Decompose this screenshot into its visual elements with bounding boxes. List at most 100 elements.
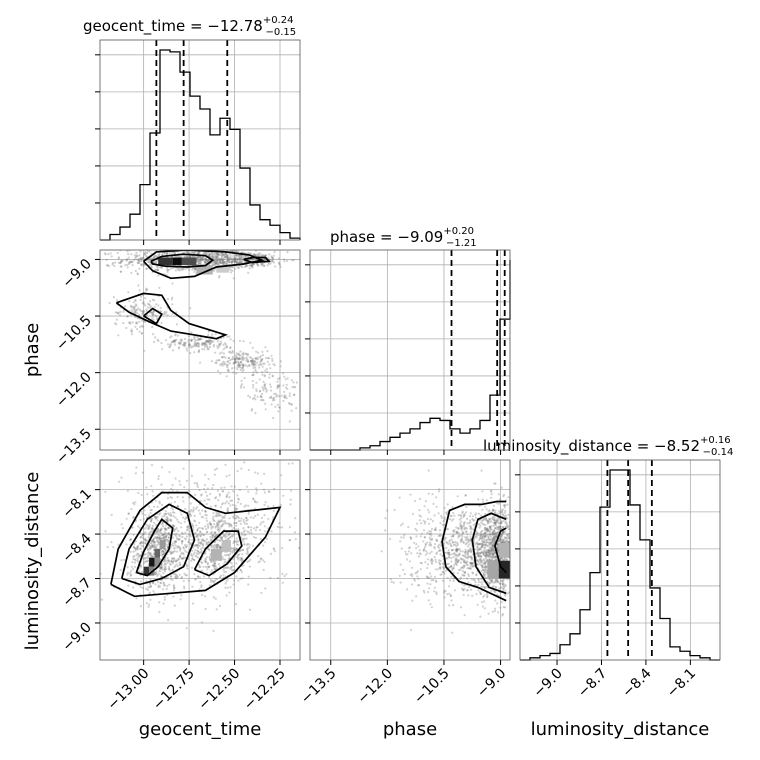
scatter-point [247, 364, 251, 367]
scatter-point [246, 359, 250, 362]
scatter-point [198, 251, 201, 254]
density-cell [154, 557, 160, 567]
x-tick-label-geocent-time: −12.75 [150, 666, 198, 714]
scatter-point [235, 549, 238, 552]
scatter-point [164, 548, 167, 552]
scatter-point [183, 587, 186, 590]
scatter-point [166, 576, 169, 579]
scatter-point [163, 537, 166, 540]
scatter-point [488, 525, 491, 528]
scatter-point [133, 254, 136, 257]
scatter-point [220, 524, 223, 527]
scatter-point [192, 344, 195, 347]
scatter-point [165, 577, 168, 580]
scatter-point [148, 304, 151, 307]
scatter-point [125, 259, 128, 262]
scatter-point [490, 558, 494, 561]
scatter-point [123, 305, 127, 308]
scatter-point [221, 259, 224, 262]
scatter-point [175, 559, 179, 562]
scatter-point [244, 352, 248, 355]
scatter-point [194, 544, 197, 547]
density-cell [181, 257, 197, 266]
scatter-point [270, 530, 273, 533]
scatter-point [261, 559, 264, 562]
scatter-point [137, 259, 140, 262]
scatter-point [165, 513, 168, 516]
scatter-point [256, 262, 259, 265]
scatter-point [179, 598, 182, 601]
scatter-point [170, 514, 173, 517]
scatter-point [212, 255, 215, 258]
scatter-point [502, 526, 505, 529]
scatter-point [217, 369, 220, 373]
scatter-point [159, 529, 162, 532]
scatter-point [243, 543, 246, 546]
scatter-point [213, 257, 216, 260]
scatter-point [163, 584, 166, 587]
scatter-point [140, 540, 143, 544]
scatter-point [259, 537, 262, 541]
scatter-point [263, 491, 266, 494]
scatter-area [103, 250, 298, 423]
scatter-point [271, 357, 274, 360]
scatter-point [129, 261, 132, 264]
scatter-point [166, 544, 169, 547]
scatter-point [216, 256, 219, 259]
scatter-point [222, 574, 225, 577]
title-phase-prefix: phase = [330, 228, 397, 246]
scatter-point [166, 561, 169, 564]
scatter-point [501, 525, 505, 529]
scatter-point [197, 262, 200, 265]
scatter-point [264, 254, 267, 257]
scatter-point [278, 395, 281, 398]
scatter-point [216, 538, 219, 542]
scatter-point [502, 587, 505, 590]
scatter-point [248, 546, 251, 549]
scatter-point [176, 505, 180, 508]
scatter-point [166, 557, 169, 560]
scatter-point [231, 503, 235, 507]
scatter-point [487, 510, 490, 513]
scatter-point [490, 545, 493, 548]
scatter-point [140, 550, 143, 553]
scatter-point [512, 574, 514, 576]
scatter-point [253, 536, 256, 539]
scatter-point [159, 529, 162, 532]
scatter-point [481, 490, 484, 493]
scatter-point [183, 572, 186, 575]
scatter-point [222, 535, 226, 538]
scatter-point [217, 563, 220, 566]
scatter-point [152, 333, 155, 336]
scatter-point [237, 254, 240, 257]
scatter-point [218, 528, 221, 531]
scatter-point [208, 342, 211, 345]
scatter-point [207, 525, 210, 528]
scatter-point [167, 526, 170, 530]
scatter-point [174, 540, 177, 544]
scatter-point [163, 533, 166, 536]
scatter-point [240, 557, 244, 560]
scatter-point [184, 538, 187, 541]
scatter-point [219, 258, 222, 261]
scatter-point [252, 264, 255, 267]
scatter-point [489, 541, 492, 545]
scatter-point [264, 541, 267, 544]
scatter-point [194, 507, 197, 510]
scatter-point [242, 527, 245, 530]
scatter-point [483, 528, 486, 531]
scatter-point [205, 538, 208, 541]
scatter-point [502, 508, 505, 511]
scatter-point [226, 510, 229, 513]
scatter-point [217, 524, 220, 527]
scatter-point [233, 260, 236, 263]
scatter-point [130, 508, 133, 511]
scatter-point [475, 536, 478, 539]
scatter-point [192, 510, 195, 513]
scatter-point [232, 250, 235, 252]
scatter-point [484, 586, 487, 589]
scatter-point [234, 257, 237, 261]
scatter-point [226, 256, 229, 259]
scatter-point [252, 383, 255, 387]
scatter-point [198, 541, 201, 544]
